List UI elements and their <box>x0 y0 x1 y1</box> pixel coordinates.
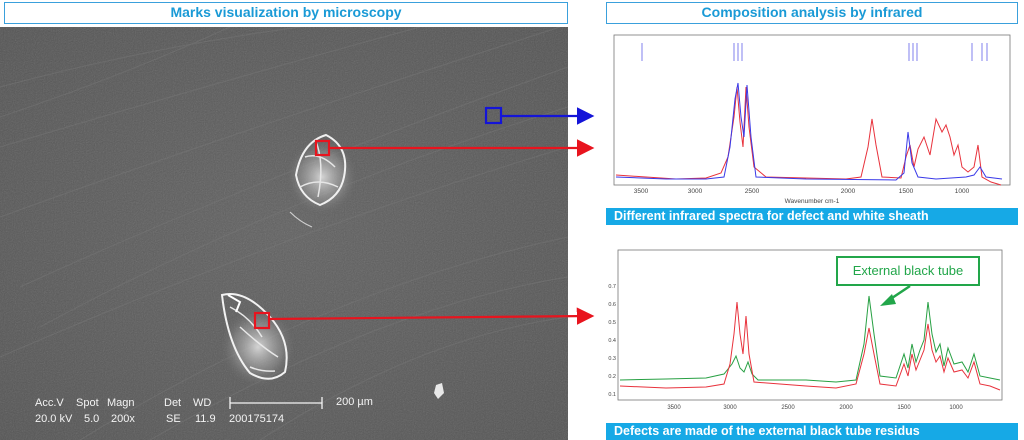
lower-defect <box>218 293 298 389</box>
bottom-y-ticks: 0.7 0.6 0.5 0.4 0.3 0.2 0.1 <box>608 284 616 398</box>
top-x-tick-3500: 3500 <box>634 188 649 195</box>
callout-arrowhead <box>880 294 896 306</box>
bottom-spectrum-caption: Defects are made of the external black t… <box>606 423 1018 440</box>
scale-bar-label: 200 µm <box>336 396 373 408</box>
bottom-x-tick-3000: 3000 <box>723 405 737 411</box>
bottom-x-ticks: 3500 3000 2500 2000 1500 1000 <box>667 405 963 411</box>
bottom-x-tick-2500: 2500 <box>781 405 795 411</box>
infrared-header: Composition analysis by infrared <box>606 2 1018 24</box>
defect-bottom-spectrum-line <box>619 301 1001 391</box>
sheath-spectrum-line <box>615 82 1003 181</box>
top-x-tick-3000: 3000 <box>688 188 703 195</box>
top-x-tick-1000: 1000 <box>955 188 970 195</box>
debris-speck <box>434 383 444 399</box>
meta-spot-value: 5.0 <box>84 413 100 425</box>
bottom-x-tick-3500: 3500 <box>667 405 681 411</box>
meta-magn-value: 200x <box>111 413 135 425</box>
lower-defect-marker <box>253 311 271 330</box>
meta-det-label: Det <box>164 397 182 409</box>
meta-acc-label: Acc.V <box>35 397 64 409</box>
bottom-y-tick-0.2: 0.2 <box>608 374 616 380</box>
top-x-tick-2500: 2500 <box>745 188 760 195</box>
bottom-x-tick-2000: 2000 <box>839 405 853 411</box>
bottom-y-tick-0.4: 0.4 <box>608 338 616 344</box>
microscopy-header: Marks visualization by microscopy <box>4 2 568 24</box>
meta-wd-label: WD <box>193 397 212 409</box>
top-x-tick-1500: 1500 <box>899 188 914 195</box>
bottom-x-tick-1500: 1500 <box>897 405 911 411</box>
bottom-x-tick-1000: 1000 <box>949 405 963 411</box>
top-x-axis-label: Wavenumber cm-1 <box>785 198 840 205</box>
top-x-ticks: 3500 3000 2500 2000 1500 1000 Wavenumber… <box>634 188 970 205</box>
bottom-y-tick-0.7: 0.7 <box>608 284 616 290</box>
bottom-y-tick-0.1: 0.1 <box>608 392 616 398</box>
meta-magn-label: Magn <box>107 397 135 409</box>
top-spectrum-caption: Different infrared spectra for defect an… <box>606 208 1018 225</box>
external-black-tube-callout: External black tube <box>836 256 980 286</box>
black-tube-spectrum-line <box>619 295 1001 383</box>
bottom-y-tick-0.5: 0.5 <box>608 320 616 326</box>
sem-micrograph <box>0 27 568 440</box>
scale-bar <box>229 397 323 409</box>
top-x-tick-2000: 2000 <box>841 188 856 195</box>
meta-acc-value: 20.0 kV <box>35 413 73 425</box>
bottom-y-tick-0.3: 0.3 <box>608 356 616 362</box>
upper-defect <box>284 133 360 228</box>
meta-spot-label: Spot <box>76 397 99 409</box>
meta-wd-value: 11.9 <box>195 413 216 425</box>
spectrum-top: 3500 3000 2500 2000 1500 1000 Wavenumber… <box>606 27 1018 207</box>
defect-spectrum-line <box>615 86 1002 186</box>
bottom-y-tick-0.6: 0.6 <box>608 302 616 308</box>
meta-det-value: SE <box>166 413 181 425</box>
peak-annotation-marks <box>641 43 988 61</box>
meta-sample-id: 200175174 <box>229 413 285 425</box>
